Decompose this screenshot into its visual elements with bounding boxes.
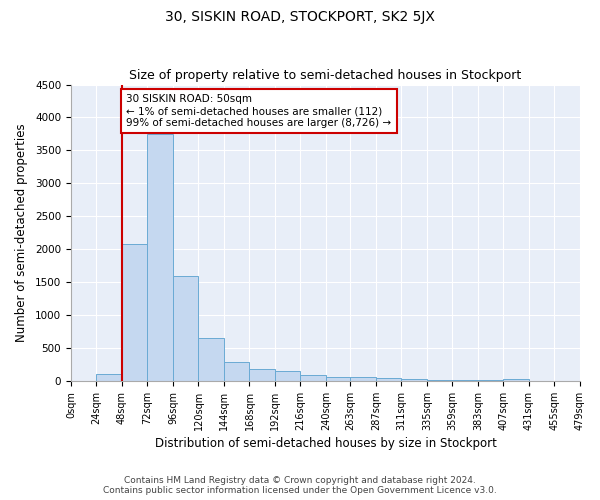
Bar (148, 134, 173, 381)
Bar (301, 375, 326, 381)
Title: Size of property relative to semi-detached houses in Stockport: Size of property relative to semi-detach… (130, 69, 521, 82)
Bar (478, 380, 503, 381)
Y-axis label: Number of semi-detached properties: Number of semi-detached properties (15, 124, 28, 342)
Bar (350, 378, 376, 381)
Text: 30 SISKIN ROAD: 50sqm
← 1% of semi-detached houses are smaller (112)
99% of semi: 30 SISKIN ROAD: 50sqm ← 1% of semi-detac… (126, 94, 391, 128)
Bar (122, 244, 148, 381)
Bar (275, 371, 301, 381)
Bar (97, 374, 122, 381)
Bar (173, 276, 199, 381)
Bar (199, 338, 224, 381)
Bar (376, 378, 401, 381)
X-axis label: Distribution of semi-detached houses by size in Stockport: Distribution of semi-detached houses by … (155, 437, 496, 450)
Bar (326, 376, 350, 381)
Bar (427, 380, 452, 381)
Bar (401, 380, 427, 381)
Text: 30, SISKIN ROAD, STOCKPORT, SK2 5JX: 30, SISKIN ROAD, STOCKPORT, SK2 5JX (165, 10, 435, 24)
Bar (250, 370, 275, 381)
Bar (503, 378, 529, 381)
Bar (452, 380, 478, 381)
Text: Contains HM Land Registry data © Crown copyright and database right 2024.
Contai: Contains HM Land Registry data © Crown c… (103, 476, 497, 495)
Bar (224, 362, 250, 381)
